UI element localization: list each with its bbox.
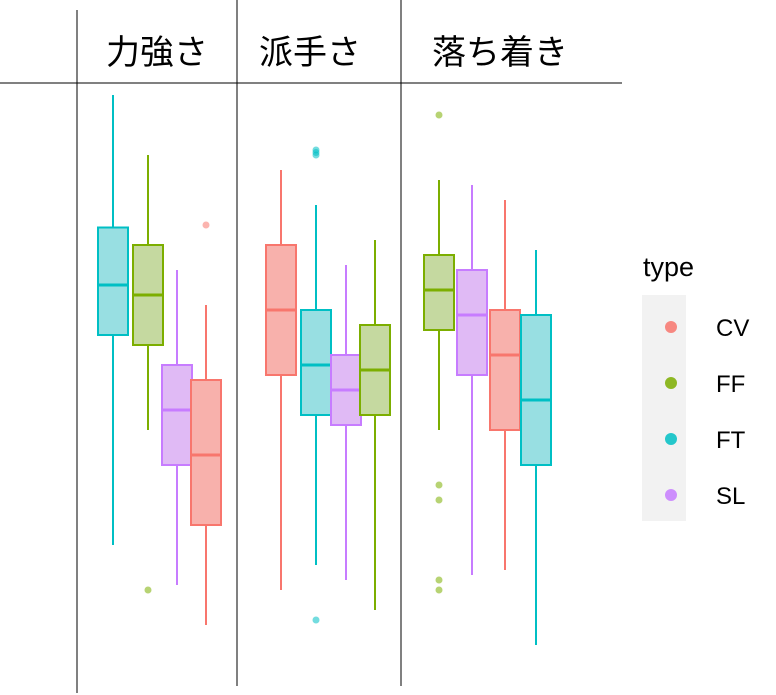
legend-label-cv: CV: [716, 315, 749, 342]
outlier-point: [435, 111, 443, 119]
box-sl-panel-2: [330, 265, 362, 580]
box-cv-panel-2: [265, 170, 297, 590]
box-iqr: [161, 364, 193, 466]
outlier-point: [312, 151, 320, 159]
outlier-point: [435, 496, 443, 504]
box-iqr: [300, 309, 332, 416]
legend-title: type: [643, 252, 694, 282]
legend-entries: CV FF FT SL: [665, 315, 749, 510]
legend-key-ff: [665, 377, 677, 389]
outlier-point: [312, 616, 320, 624]
box-cv-panel-3: [489, 200, 521, 570]
outlier-point: [435, 586, 443, 594]
box-ft-panel-1: [97, 95, 129, 545]
box-ft-panel-2: [300, 146, 332, 624]
legend: type CV FF FT SL: [642, 252, 749, 521]
box-ff-panel-1: [132, 155, 164, 594]
legend-key-background: [642, 295, 686, 521]
legend-label-ff: FF: [716, 371, 745, 398]
box-ft-panel-3: [520, 250, 552, 645]
box-iqr: [190, 379, 222, 526]
box-iqr: [456, 269, 488, 376]
box-iqr: [97, 226, 129, 336]
legend-key-cv: [665, 321, 677, 333]
facet-title-3: 落ち着き: [432, 33, 568, 73]
box-ff-panel-3: [423, 111, 455, 594]
box-iqr: [520, 314, 552, 466]
box-cv-panel-1: [190, 221, 222, 625]
legend-key-ft: [665, 433, 677, 445]
outlier-point: [435, 576, 443, 584]
frame-lines: [0, 0, 622, 693]
legend-key-sl: [665, 489, 677, 501]
box-iqr: [489, 309, 521, 431]
box-ff-panel-2: [359, 240, 391, 610]
outlier-point: [435, 481, 443, 489]
legend-label-ft: FT: [716, 427, 746, 454]
facet-title-2: 派手さ: [259, 33, 361, 73]
outlier-point: [144, 586, 152, 594]
outlier-point: [202, 221, 210, 229]
box-sl-panel-3: [456, 185, 488, 575]
box-iqr: [423, 254, 455, 331]
legend-label-sl: SL: [716, 483, 745, 510]
facet-title-1: 力強さ: [106, 33, 208, 73]
boxplots-layer: [97, 95, 552, 645]
box-sl-panel-1: [161, 270, 193, 585]
